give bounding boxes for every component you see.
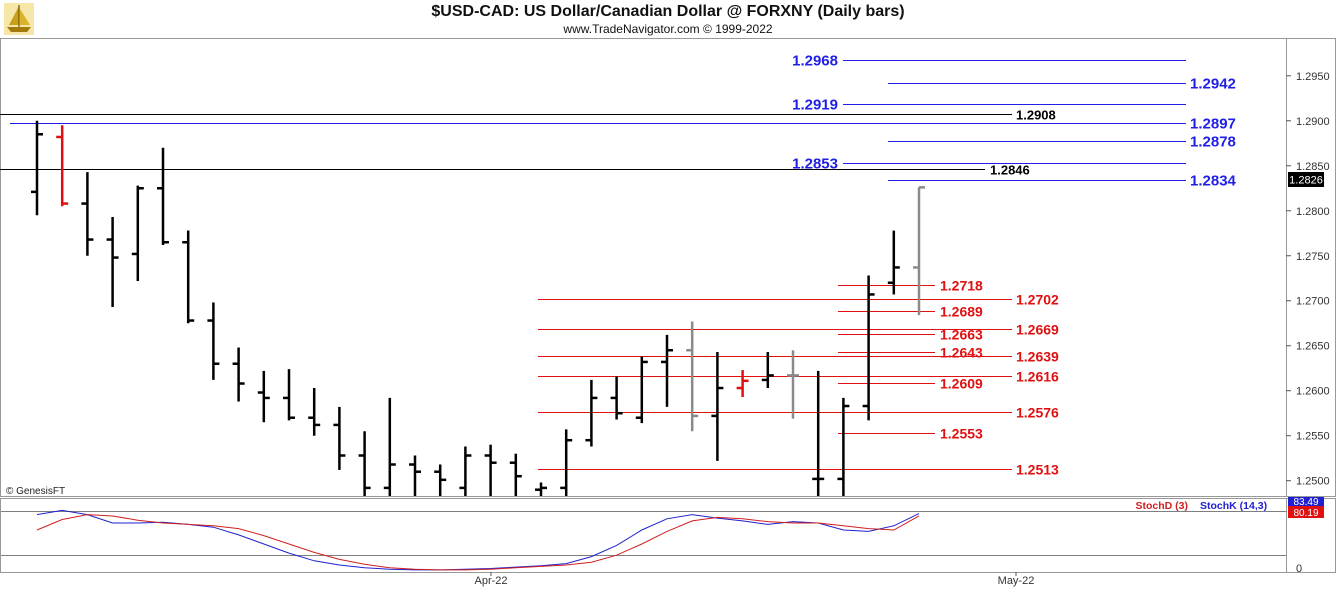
last-price-box	[1288, 172, 1324, 187]
y-tick-label-2: 1.2850	[1296, 161, 1330, 173]
ohlc-bar-28	[736, 370, 749, 398]
level-label-1.2853: 1.2853	[792, 156, 838, 173]
ohlc-bar-0	[31, 120, 43, 216]
ohlc-bar-5	[157, 147, 169, 245]
level-label-1.2897: 1.2897	[1190, 116, 1236, 133]
level-label-1.2513: 1.2513	[1016, 462, 1059, 478]
level-label-1.2689: 1.2689	[940, 304, 983, 320]
ohlc-bar-10	[283, 369, 295, 421]
ohlc-bar-35	[913, 186, 925, 316]
ohlc-bar-14	[383, 397, 396, 496]
level-label-1.2834: 1.2834	[1190, 173, 1237, 190]
level-label-1.2553: 1.2553	[940, 426, 983, 442]
watermark: © GenesisFT	[6, 486, 65, 497]
y-tick-label-8: 1.2550	[1296, 431, 1330, 443]
ohlc-bar-22	[585, 379, 598, 447]
main-panel-frame	[0, 38, 1336, 497]
ohlc-bar-9	[257, 370, 270, 423]
chart-title: $USD-CAD: US Dollar/Canadian Dollar @ FO…	[431, 3, 905, 20]
ohlc-bar-17	[459, 446, 472, 496]
ohlc-bar-6	[182, 230, 195, 324]
level-label-1.2908: 1.2908	[1016, 108, 1056, 123]
level-label-1.2846: 1.2846	[990, 163, 1030, 178]
level-label-1.2639: 1.2639	[1016, 349, 1059, 365]
trade-navigator-ship-logo-icon	[4, 3, 34, 35]
level-label-1.2702: 1.2702	[1016, 292, 1059, 308]
legend-stochd: StochD (3)	[1136, 500, 1189, 512]
stochk-value-label: 83.49	[1293, 497, 1318, 508]
x-tick-label-0: Apr-22	[474, 575, 507, 587]
ohlc-bar-33	[862, 275, 875, 421]
stochd-value-box	[1288, 506, 1324, 518]
ohlc-bar-21	[560, 429, 573, 496]
level-label-1.2616: 1.2616	[1016, 369, 1059, 385]
ohlc-bar-20	[535, 482, 547, 496]
level-label-1.2669: 1.2669	[1016, 322, 1059, 338]
y-tick-label-4: 1.2750	[1296, 251, 1330, 263]
ohlc-bars	[31, 120, 925, 496]
level-label-1.2643: 1.2643	[940, 345, 983, 361]
y-tick-label-6: 1.2650	[1296, 341, 1330, 353]
ohlc-bar-24	[635, 356, 648, 424]
ohlc-bar-29	[761, 352, 774, 389]
stoch-line-d	[36, 514, 920, 571]
y-tick-label-3: 1.2800	[1296, 206, 1330, 218]
x-tick-label-1: May-22	[998, 575, 1035, 587]
last-price-label: 1.2826	[1289, 175, 1323, 187]
legend-stochk: StochK (14,3)	[1200, 500, 1267, 512]
time-axis: Apr-22 May-22	[474, 572, 1034, 587]
y-tick-label-9: 1.2500	[1296, 476, 1330, 488]
stochd-value-label: 80.19	[1293, 508, 1318, 519]
ohlc-bar-11	[308, 388, 321, 436]
ohlc-bar-32	[837, 397, 850, 496]
price-axis: 1.2950 1.2900 1.2850 1.2800 1.2750 1.2700 1.26…	[1286, 71, 1330, 488]
ohlc-bar-13	[358, 431, 371, 496]
ohlc-bar-15	[409, 455, 421, 496]
level-label-1.2942: 1.2942	[1190, 76, 1236, 93]
ohlc-bar-19	[509, 453, 522, 496]
ohlc-bar-3	[106, 217, 119, 308]
level-label-1.2919: 1.2919	[792, 97, 838, 114]
chart-header: $USD-CAD: US Dollar/Canadian Dollar @ FO…	[0, 0, 1336, 38]
ohlc-bar-27	[711, 352, 724, 461]
ohlc-bar-26	[686, 321, 699, 432]
level-label-1.2609: 1.2609	[940, 376, 983, 392]
level-label-1.2718: 1.2718	[940, 278, 983, 294]
ohlc-bar-23	[610, 376, 623, 420]
ohlc-bar-4	[131, 185, 144, 281]
y-tick-label-5: 1.2700	[1296, 296, 1330, 308]
level-label-1.2878: 1.2878	[1190, 134, 1236, 151]
y-tick-label-0: 1.2950	[1296, 71, 1330, 83]
y-tick-label-7: 1.2600	[1296, 386, 1330, 398]
ohlc-bar-1	[56, 125, 69, 207]
ohlc-bar-31	[812, 370, 825, 496]
ohlc-bar-7	[207, 302, 220, 380]
ohlc-bar-18	[484, 444, 497, 496]
stochk-value-box	[1288, 497, 1324, 506]
level-label-1.2968: 1.2968	[792, 53, 838, 70]
ohlc-bar-8	[232, 347, 245, 402]
level-label-1.2576: 1.2576	[1016, 405, 1059, 421]
ohlc-bar-16	[434, 464, 447, 496]
ohlc-bar-12	[333, 406, 346, 470]
ohlc-bar-34	[887, 230, 900, 295]
ohlc-bar-30	[787, 350, 799, 419]
chart-subtitle: www.TradeNavigator.com © 1999-2022	[563, 22, 773, 36]
ohlc-bar-25	[661, 334, 673, 407]
stoch-y-tick-label: 0	[1296, 563, 1302, 575]
level-label-1.2663: 1.2663	[940, 327, 983, 343]
ohlc-bar-2	[81, 172, 94, 256]
y-tick-label-1: 1.2900	[1296, 116, 1330, 128]
